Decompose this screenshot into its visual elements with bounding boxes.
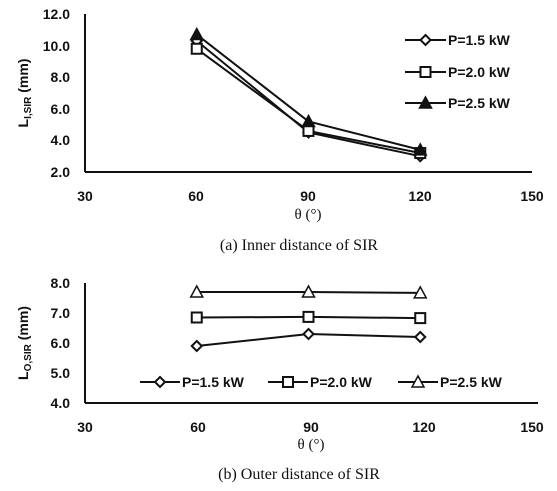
panel-a-legend-marker — [418, 95, 433, 109]
panel-b-legend: P=1.5 kW P=2.0 kW P=2.5 kW — [140, 374, 503, 390]
panel-a-data-point — [190, 42, 203, 55]
panel-a-data-point — [301, 113, 316, 128]
panel-b-data-point — [302, 310, 315, 323]
panel-b-data-point — [301, 284, 316, 298]
panel-a-ytick: 6.0 — [51, 101, 71, 117]
panel-b-legend-label: P=2.5 kW — [440, 374, 503, 390]
panel-a-legend-label: P=1.5 kW — [448, 32, 511, 48]
panel-a-data-point — [302, 124, 315, 137]
panel-b-xtick: 60 — [190, 419, 206, 435]
panel-a-data-point — [189, 26, 205, 41]
panel-a-ytick: 4.0 — [51, 132, 71, 148]
panel-b-x-axis-title: θ (°) — [298, 437, 325, 453]
panel-a-caption: (a) Inner distance of SIR — [220, 237, 378, 254]
panel-b-data-point — [302, 327, 315, 341]
panel-b-ytick: 8.0 — [51, 275, 71, 291]
panel-a-y-axis-title: LI,SIR (mm) — [15, 59, 34, 128]
panel-b-legend-item — [140, 375, 180, 389]
panel-a-y-tick-labels: 2.0 4.0 6.0 8.0 10.0 12.0 — [43, 6, 70, 180]
panel-b-legend-label: P=1.5 kW — [182, 374, 245, 390]
panel-b-data-point — [190, 339, 204, 353]
panel-b-x-tick-labels: 30 60 90 120 150 — [77, 419, 544, 435]
panel-b: 4.0 5.0 6.0 7.0 8.0 30 60 90 120 150 θ (… — [15, 275, 544, 483]
panel-a-xtick: 150 — [520, 188, 544, 204]
panel-b-series — [189, 284, 428, 353]
panel-b-data-point — [414, 312, 427, 325]
panel-a-legend-label: P=2.5 kW — [448, 95, 511, 111]
panel-b-y-axis-title: LO,SIR (mm) — [15, 306, 34, 380]
panel-b-legend-marker — [153, 375, 167, 389]
panel-a-legend-label: P=2.0 kW — [448, 64, 511, 80]
panel-a-series — [189, 26, 428, 163]
panel-b-data-point — [412, 285, 428, 299]
panel-a-ytick: 12.0 — [43, 6, 70, 22]
panel-a-legend-marker — [419, 33, 432, 47]
panel-a-legend-marker — [419, 66, 432, 78]
panel-b-legend-item — [268, 376, 308, 388]
panel-b-ytick: 7.0 — [51, 305, 71, 321]
panel-b-y-tick-labels: 4.0 5.0 6.0 7.0 8.0 — [51, 275, 71, 411]
panel-b-legend-label: P=2.0 kW — [310, 374, 373, 390]
panel-a-legend-item — [405, 33, 446, 47]
panel-a-ytick: 10.0 — [43, 38, 70, 54]
panel-a-xtick: 90 — [300, 188, 316, 204]
panel-a-ytick: 2.0 — [51, 164, 71, 180]
panel-b-ytick: 5.0 — [51, 365, 71, 381]
panel-a-x-tick-labels: 30 60 90 120 150 — [77, 188, 544, 204]
panel-b-caption: (b) Outer distance of SIR — [218, 466, 380, 483]
panel-b-legend-marker — [410, 374, 426, 388]
panel-a: 2.0 4.0 6.0 8.0 10.0 12.0 30 60 90 120 1… — [15, 6, 544, 254]
panel-b-legend-marker — [282, 376, 294, 388]
panel-a-legend-item — [405, 95, 446, 109]
panel-b-data-point — [413, 330, 427, 344]
panel-b-ytick: 6.0 — [51, 335, 71, 351]
panel-a-xtick: 60 — [188, 188, 204, 204]
panel-b-xtick: 90 — [303, 419, 319, 435]
panel-b-legend-item — [398, 374, 438, 388]
panel-a-xtick: 120 — [408, 188, 432, 204]
panel-b-data-point — [189, 284, 205, 298]
panel-b-xtick: 30 — [77, 419, 93, 435]
panel-a-xtick: 30 — [77, 188, 93, 204]
panel-a-legend-item — [405, 66, 446, 78]
panel-a-legend: P=1.5 kW P=2.0 kW P=2.5 kW — [405, 32, 511, 111]
panel-b-xtick: 150 — [520, 419, 544, 435]
panel-a-data-point — [412, 142, 428, 156]
panel-a-ytick: 8.0 — [51, 69, 71, 85]
panel-b-ytick: 4.0 — [51, 395, 71, 411]
panel-a-x-axis-title: θ (°) — [295, 207, 322, 223]
panel-b-data-point — [190, 311, 203, 324]
panel-b-xtick: 120 — [412, 419, 436, 435]
